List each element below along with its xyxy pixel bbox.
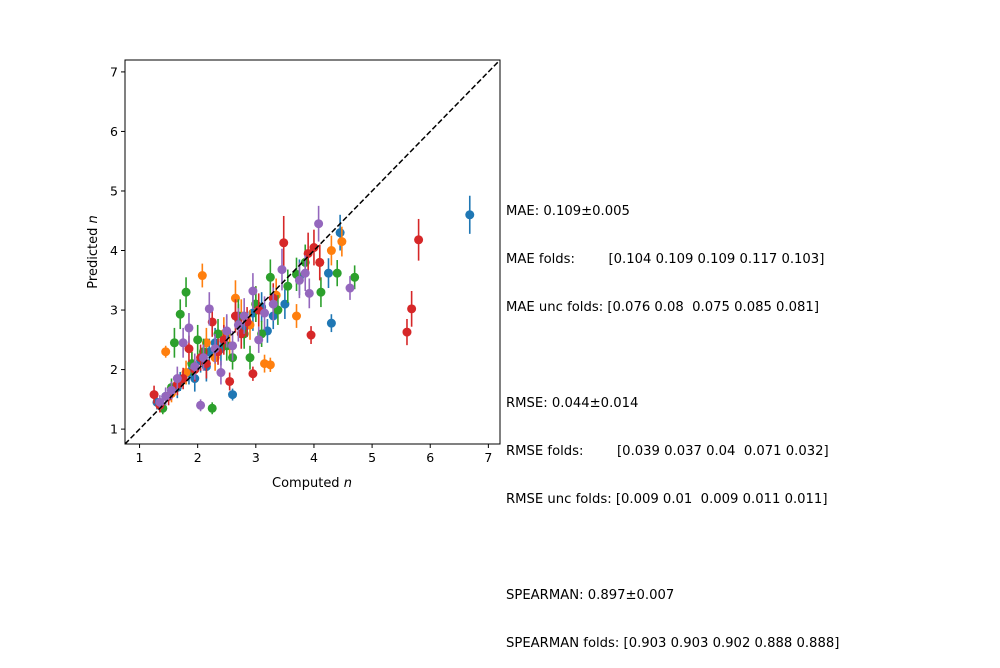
- data-point: [172, 374, 182, 384]
- metric-line: RMSE unc folds: [0.009 0.01 0.009 0.011 …: [506, 492, 828, 507]
- data-point: [300, 268, 310, 278]
- data-point: [207, 403, 217, 413]
- metric-line: RMSE folds: [0.039 0.037 0.04 0.071 0.03…: [506, 444, 829, 459]
- data-point: [216, 368, 226, 378]
- data-point: [260, 308, 270, 318]
- data-point: [245, 353, 255, 363]
- metrics-summary: MAE: 0.109±0.005 MAE folds: [0.104 0.109…: [506, 172, 839, 668]
- data-point: [193, 335, 203, 345]
- data-point: [254, 335, 264, 345]
- data-point: [210, 344, 220, 354]
- x-tick-label: 2: [194, 450, 202, 465]
- data-point: [149, 390, 159, 400]
- data-point: [161, 347, 171, 357]
- data-point: [345, 283, 355, 293]
- metric-line: [506, 348, 839, 364]
- data-point: [190, 362, 200, 372]
- data-point: [407, 304, 417, 314]
- data-point: [197, 271, 207, 281]
- parity-plot: 1 2 3 4 5 6 7 1 2 3 4 5 6 7 Computed n Predicted n: [86, 59, 501, 491]
- x-axis-title: Computed n: [272, 476, 352, 491]
- x-axis: 1 2 3 4 5 6 7: [136, 444, 492, 465]
- data-point: [228, 390, 238, 400]
- data-point: [248, 369, 258, 379]
- data-point: [268, 299, 278, 309]
- data-point: [167, 385, 177, 395]
- data-point: [292, 311, 302, 321]
- y-axis-title: Predicted n: [86, 215, 101, 288]
- data-point: [169, 338, 179, 348]
- data-point: [294, 275, 304, 285]
- data-point: [225, 376, 235, 386]
- data-point: [315, 257, 325, 267]
- data-point: [326, 318, 336, 328]
- data-point: [175, 309, 185, 319]
- data-point: [198, 353, 208, 363]
- metric-line: SPEARMAN folds: [0.903 0.903 0.902 0.888…: [506, 636, 840, 651]
- data-point: [402, 327, 412, 337]
- data-point: [184, 323, 194, 333]
- metric-line: MAE unc folds: [0.076 0.08 0.075 0.085 0…: [506, 300, 819, 315]
- data-point: [337, 237, 347, 247]
- y-axis: 1 2 3 4 5 6 7: [110, 64, 125, 437]
- data-point: [283, 281, 293, 291]
- data-point: [265, 360, 275, 370]
- x-tick-label: 5: [368, 450, 376, 465]
- metric-line: MAE: 0.109±0.005: [506, 204, 630, 219]
- y-tick-label: 4: [110, 243, 118, 258]
- x-tick-label: 1: [136, 450, 144, 465]
- data-point: [228, 341, 238, 351]
- x-tick-label: 7: [484, 450, 492, 465]
- y-tick-label: 7: [110, 64, 118, 79]
- data-point: [414, 235, 424, 245]
- y-tick-label: 2: [110, 362, 118, 377]
- data-point: [233, 320, 243, 330]
- data-point: [332, 268, 342, 278]
- series-1: [152, 195, 475, 410]
- data-point: [316, 287, 326, 297]
- metric-line: RMSE: 0.044±0.014: [506, 396, 639, 411]
- series-4: [149, 215, 424, 413]
- data-point: [309, 243, 319, 253]
- data-point: [204, 304, 214, 314]
- data-points-layer: [149, 195, 475, 415]
- data-point: [248, 286, 258, 296]
- y-tick-label: 1: [110, 422, 118, 437]
- data-point: [323, 268, 333, 278]
- axes-frame: [124, 59, 501, 445]
- data-point: [265, 272, 275, 282]
- data-point: [161, 391, 171, 401]
- data-point: [181, 287, 191, 297]
- data-point: [196, 400, 206, 410]
- data-point: [184, 344, 194, 354]
- x-tick-label: 3: [252, 450, 260, 465]
- series-5: [155, 205, 355, 412]
- x-tick-label: 4: [310, 450, 318, 465]
- data-point: [326, 246, 336, 256]
- metric-line: [506, 540, 839, 556]
- data-point: [465, 210, 475, 220]
- parity-line: [125, 60, 500, 444]
- data-point: [279, 238, 289, 248]
- metric-line: SPEARMAN: 0.897±0.007: [506, 588, 675, 603]
- data-point: [155, 397, 165, 407]
- data-point: [239, 311, 249, 321]
- data-point: [314, 219, 324, 229]
- y-tick-label: 3: [110, 303, 118, 318]
- data-point: [335, 228, 345, 238]
- data-point: [222, 326, 232, 336]
- x-tick-label: 6: [426, 450, 434, 465]
- data-point: [350, 272, 360, 282]
- data-point: [306, 330, 316, 340]
- data-point: [277, 265, 287, 275]
- y-tick-label: 5: [110, 183, 118, 198]
- y-tick-label: 6: [110, 124, 118, 139]
- metric-line: MAE folds: [0.104 0.109 0.109 0.117 0.10…: [506, 252, 825, 267]
- data-point: [178, 338, 188, 348]
- data-point: [304, 288, 314, 298]
